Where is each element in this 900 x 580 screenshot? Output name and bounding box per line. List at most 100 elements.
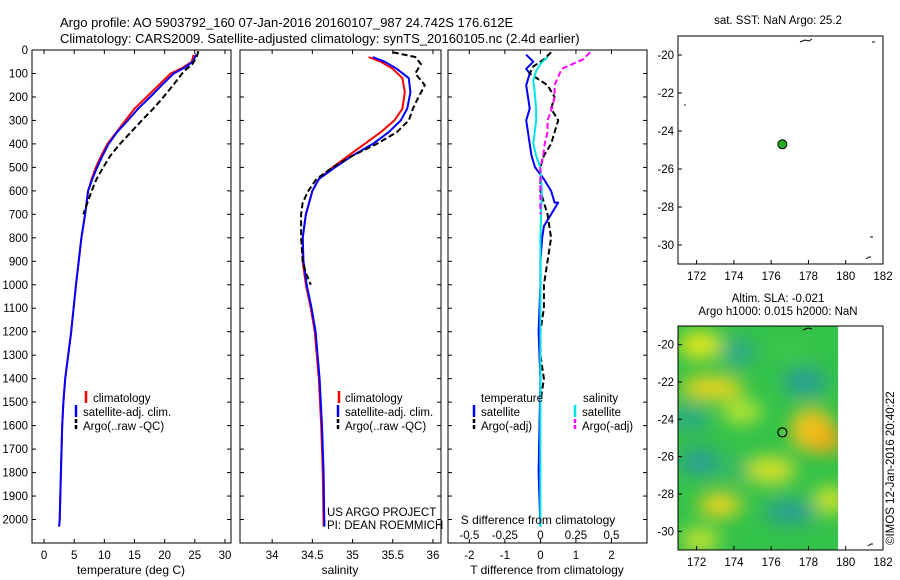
salinity-xlabel: salinity [322, 563, 359, 577]
map-y-tick-label: -24 [657, 126, 674, 138]
depth-tick-label: 1100 [3, 303, 28, 315]
x-tick-label: 35 [346, 550, 359, 562]
legend-climatology: climatology [345, 393, 403, 405]
series-line-climatology [301, 56, 406, 527]
sla-map-subtitle: Argo h1000: 0.015 h2000: NaN [698, 306, 857, 318]
depth-tick-label: 1600 [2, 421, 28, 433]
x-tick-label: 34.5 [301, 550, 323, 562]
series-line-satellite-adj-clim- [58, 54, 197, 527]
depth-tick-label: 800 [9, 233, 28, 245]
x-tick-label: 0 [41, 550, 47, 562]
depth-tick-label: 200 [9, 92, 28, 104]
temperature-xlabel: temperature (deg C) [77, 563, 185, 577]
salinity-x-axis: 34 34.5 35 35.5 36 [240, 49, 441, 562]
depth-tick-label: 1800 [2, 468, 28, 480]
x-tick-label: 36 [427, 550, 440, 562]
legend-title-temperature: temperature [481, 393, 543, 405]
difference-series [525, 51, 591, 527]
x-tick-label: 5 [71, 550, 77, 562]
depth-tick-label: 500 [9, 162, 28, 174]
x-tick-label: 30 [219, 550, 232, 562]
legend-satellite: satellite-adj. clim. [345, 407, 433, 419]
map-x-tick-label: 180 [836, 557, 855, 569]
depth-tick-label: 600 [9, 186, 28, 198]
map-y-tick-label: -24 [657, 414, 674, 426]
series-line-satellite-adj-clim- [301, 56, 412, 527]
sla-heatmap [678, 326, 838, 550]
depth-tick-label: 1300 [2, 350, 28, 362]
sla-map [677, 325, 884, 551]
legend-sal-argo: Argo(-adj) [582, 421, 633, 433]
depth-tick-label: 1500 [2, 397, 28, 409]
x-tick-label: 2 [608, 550, 614, 562]
project-pi: PI: DEAN ROEMMICH [327, 520, 443, 532]
series-line-argo-raw-qc- [82, 50, 200, 215]
x-tick-label: -2 [464, 550, 474, 562]
x2-tick-label: -0.25 [492, 530, 518, 542]
map-x-tick-label: 174 [724, 271, 744, 283]
temperature-x-axis: 0 5 10 15 20 25 30 [41, 49, 232, 562]
map-x-tick-label: 178 [799, 271, 818, 283]
x-tick-label: 0 [537, 550, 543, 562]
x2-tick-label: 0.5 [603, 530, 619, 542]
temperature-depth-axis: 0 100 200 300 400 500 600 700 800 900 1000 1100 1200… [2, 45, 36, 527]
x-tick-label: 20 [158, 550, 171, 562]
series-line-salinity-argo-adj- [539, 51, 591, 215]
sst-map [677, 35, 884, 265]
difference-x-axis-salinity: -0.5 -0.25 0 0.25 0.5 [459, 530, 619, 542]
copyright: ©IMOS 12-Jan-2016 20:40:22 [885, 391, 897, 545]
map-y-tick-label: -20 [657, 340, 674, 352]
sla-map-axes: 172 174 176 178 180 182 -20 -22 -24 -26 -28 -30 [657, 340, 892, 569]
x-tick-label: 1 [573, 550, 579, 562]
depth-tick-label: 2000 [2, 515, 28, 527]
difference-xlabel-salinity: S difference from climatology [461, 513, 616, 527]
header-line1: Argo profile: AO 5903792_160 07-Jan-2016… [60, 15, 514, 30]
x2-tick-label: 0 [537, 530, 543, 542]
salinity-series [300, 51, 426, 527]
x-tick-label: 35.5 [382, 550, 404, 562]
x-tick-label: 34 [266, 550, 279, 562]
temperature-panel [31, 49, 232, 544]
map-x-tick-label: 182 [873, 271, 892, 283]
salinity-panel [239, 49, 442, 544]
argo-position-marker [777, 427, 788, 438]
depth-tick-label: 0 [22, 45, 28, 57]
series-line-climatology [58, 54, 195, 527]
map-y-tick-label: -26 [657, 164, 674, 176]
map-x-tick-label: 172 [687, 557, 706, 569]
x-tick-label: 25 [188, 550, 201, 562]
legend-argo: Argo(..raw -QC) [345, 421, 426, 433]
x-tick-label: 10 [98, 550, 111, 562]
depth-tick-label: 300 [9, 115, 28, 127]
x2-tick-label: 0.25 [565, 530, 587, 542]
map-x-tick-label: 182 [873, 557, 892, 569]
map-x-tick-label: 176 [762, 557, 781, 569]
map-y-tick-label: -30 [657, 240, 674, 252]
x-tick-label: -1 [500, 550, 510, 562]
series-line-temperature-satellite [525, 53, 560, 527]
temperature-legend: climatology satellite-adj. clim. Argo(..… [74, 391, 171, 433]
legend-argo: Argo(..raw -QC) [83, 421, 164, 433]
header-line2: Climatology: CARS2009. Satellite-adjuste… [60, 31, 580, 46]
depth-tick-label: 1000 [2, 280, 28, 292]
map-x-tick-label: 176 [762, 271, 781, 283]
series-line-argo-raw-qc- [300, 51, 426, 286]
map-y-tick-label: -30 [657, 526, 674, 538]
sla-map-title: Altim. SLA: -0.021 [732, 293, 825, 305]
legend-climatology: climatology [93, 393, 151, 405]
difference-x-axis: -2 -1 0 1 2 [448, 49, 647, 562]
difference-panel [447, 49, 648, 544]
temperature-series [58, 50, 200, 527]
difference-xlabel: T difference from climatology [470, 563, 624, 577]
map-y-tick-label: -26 [657, 452, 674, 464]
map-y-tick-label: -22 [657, 88, 674, 100]
depth-tick-label: 400 [9, 139, 28, 151]
depth-tick-label: 1200 [2, 327, 28, 339]
legend-temp-argo: Argo(-adj) [481, 421, 532, 433]
legend-title-salinity: salinity [583, 393, 618, 405]
argo-position-marker [777, 139, 788, 150]
sst-map-title: sat. SST: NaN Argo: 25.2 [714, 15, 842, 27]
map-y-tick-label: -28 [657, 489, 674, 501]
map-x-tick-label: 174 [724, 557, 744, 569]
depth-tick-label: 1400 [2, 374, 28, 386]
